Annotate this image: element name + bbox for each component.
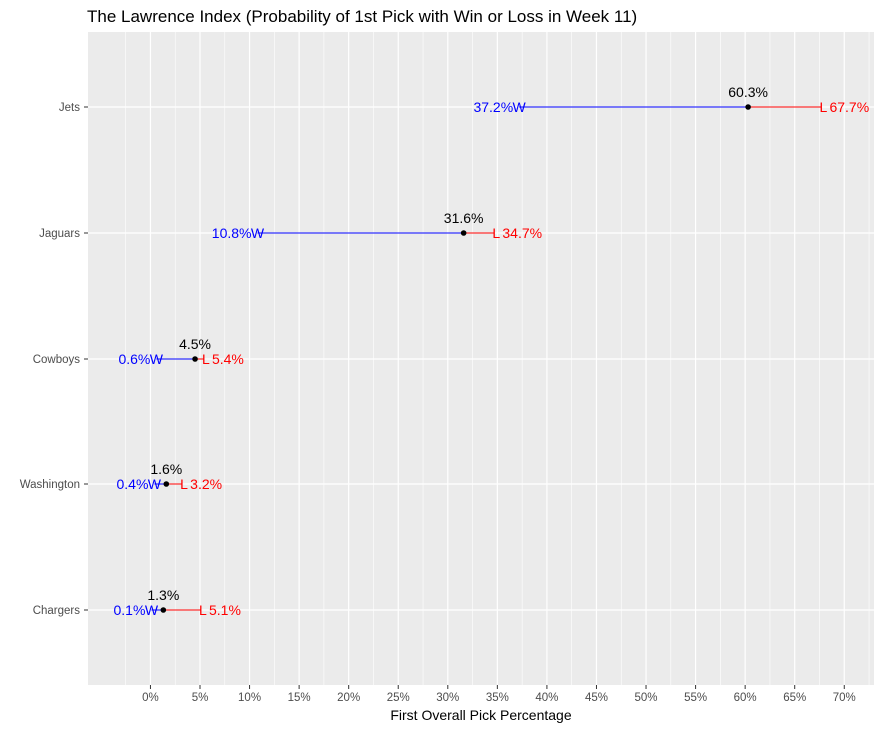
x-tick-label: 65% (783, 692, 806, 704)
current-value-label: 1.6% (150, 461, 182, 477)
current-point (745, 104, 751, 110)
loss-value-label: 34.7% (502, 225, 542, 241)
current-point (192, 356, 198, 362)
win-value-label: 0.1% (114, 602, 146, 618)
win-marker: W (513, 99, 527, 115)
win-marker: W (251, 225, 265, 241)
x-tick-label: 55% (684, 692, 707, 704)
current-value-label: 1.3% (147, 587, 179, 603)
loss-value-label: 5.4% (212, 351, 244, 367)
chart-title: The Lawrence Index (Probability of 1st P… (87, 7, 637, 26)
x-axis: 0% 5% 10% 15% 20% 25% 30% 35% 40% 45% 50% 55% 60% 65%… (142, 685, 856, 704)
current-point (160, 607, 167, 613)
win-value-label: 0.4% (116, 476, 148, 492)
y-axis: Jets Jaguars Cowboys Washington Chargers (20, 102, 88, 617)
current-point (163, 481, 170, 487)
x-tick-label: 15% (288, 692, 311, 704)
y-tick-label: Cowboys (33, 354, 81, 366)
loss-marker: L (819, 99, 827, 115)
y-tick-label: Jaguars (39, 228, 80, 240)
current-value-label: 60.3% (728, 84, 768, 100)
y-tick-label: Chargers (33, 605, 81, 617)
loss-marker: L (199, 602, 207, 618)
x-tick-label: 45% (585, 692, 608, 704)
x-tick-label: 35% (486, 692, 509, 704)
x-tick-label: 40% (535, 692, 558, 704)
y-tick-label: Jets (59, 102, 80, 114)
x-tick-label: 5% (192, 692, 209, 704)
loss-value-label: 3.2% (190, 476, 222, 492)
current-value-label: 4.5% (179, 336, 211, 352)
x-tick-label: 20% (337, 692, 360, 704)
x-tick-label: 0% (142, 692, 159, 704)
win-marker: W (145, 602, 159, 618)
loss-value-label: 5.1% (209, 602, 241, 618)
win-value-label: 0.6% (118, 351, 150, 367)
x-axis-title: First Overall Pick Percentage (390, 707, 571, 723)
win-marker: W (150, 351, 164, 367)
y-tick-label: Washington (20, 479, 80, 491)
win-value-label: 10.8% (212, 225, 252, 241)
chart-marks: 60.3%W37.2% L 67.7%31.6%W10.8% L 34.7%4.5%W0… (114, 84, 870, 618)
win-marker: W (148, 476, 162, 492)
x-tick-label: 50% (635, 692, 658, 704)
x-tick-label: 60% (734, 692, 757, 704)
x-tick-label: 70% (833, 692, 856, 704)
current-value-label: 31.6% (444, 210, 484, 226)
loss-marker: L (180, 476, 188, 492)
loss-value-label: 67.7% (829, 99, 869, 115)
win-value-label: 37.2% (473, 99, 513, 115)
loss-marker: L (492, 225, 500, 241)
grid-layer (88, 32, 874, 685)
x-tick-label: 25% (387, 692, 410, 704)
loss-marker: L (202, 351, 210, 367)
current-point (460, 230, 467, 236)
x-tick-label: 10% (238, 692, 261, 704)
x-tick-label: 30% (436, 692, 459, 704)
